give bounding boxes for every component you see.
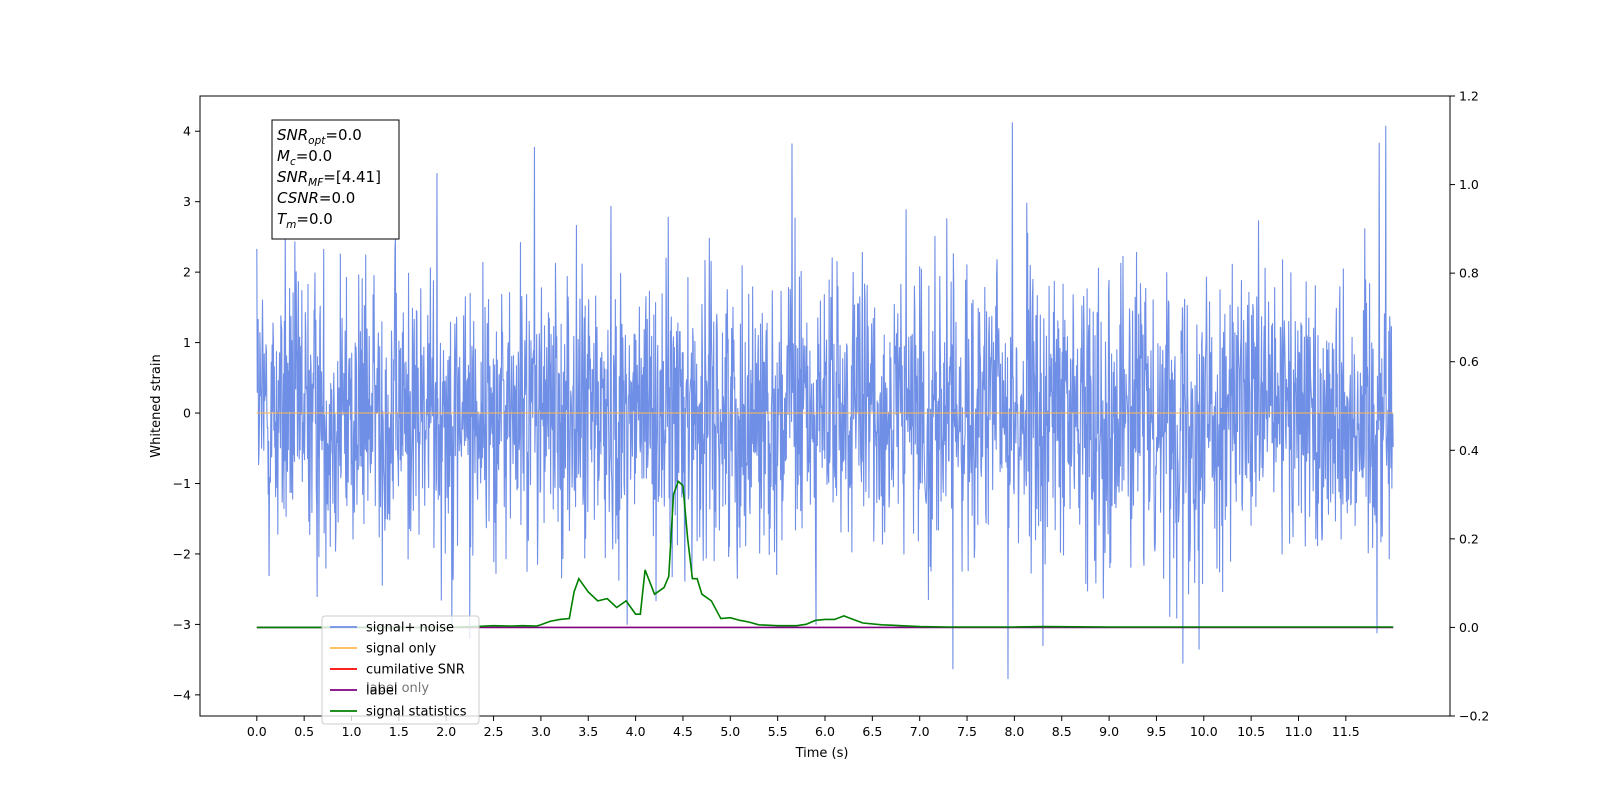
x-tick-label: 11.5 — [1332, 724, 1360, 739]
legend-label: signal+ noise — [366, 621, 454, 636]
x-axis-label: Time (s) — [795, 746, 849, 761]
annotation-symbol: T — [277, 210, 288, 228]
x-tick-label: 1.0 — [342, 724, 362, 739]
annotation-symbol: CSNR — [277, 189, 319, 207]
x-tick-label: 8.0 — [1004, 724, 1024, 739]
y-tick-label: 3 — [183, 194, 191, 209]
y-tick-label: 1 — [183, 335, 191, 350]
x-tick-label: 0.0 — [247, 724, 267, 739]
x-tick-label: 2.5 — [484, 724, 504, 739]
y-axis-right: −0.2 0.0 0.2 0.4 0.6 0.8 1.0 1.2 — [1450, 89, 1489, 724]
annotation-line: Tm=0.0 — [277, 210, 333, 231]
y2-tick-label: 0.0 — [1459, 620, 1479, 635]
x-tick-label: 11.0 — [1285, 724, 1313, 739]
y-tick-label: 2 — [183, 265, 191, 280]
annotation-value: =0.0 — [296, 210, 332, 228]
y2-tick-label: 0.6 — [1459, 354, 1479, 369]
x-tick-label: 2.0 — [436, 724, 456, 739]
x-tick-label: 5.5 — [768, 724, 788, 739]
y-tick-label: −2 — [173, 546, 191, 561]
legend-frame — [321, 615, 480, 725]
legend-label: cumilative SNR — [366, 663, 465, 678]
y2-tick-label: 1.2 — [1459, 89, 1479, 104]
annotation-symbol: M — [277, 147, 290, 165]
x-tick-label: 8.5 — [1052, 724, 1072, 739]
x-tick-label: 5.0 — [720, 724, 740, 739]
annotation-value: =[4.41] — [323, 168, 381, 186]
annotation-subscript: opt — [308, 135, 326, 147]
annotation-subscript: c — [290, 156, 296, 168]
series-signal-statistics-line — [256, 479, 1394, 629]
y2-tick-label: −0.2 — [1459, 709, 1489, 724]
legend-label: label — [366, 684, 397, 699]
legend-obscured-text: label only — [366, 681, 429, 696]
legend: label only signal+ noise signal only cumila… — [321, 615, 480, 725]
x-tick-label: 9.0 — [1099, 724, 1119, 739]
y-tick-label: −3 — [173, 617, 191, 632]
annotation-line: Mc=0.0 — [277, 147, 332, 168]
stats-annotation-box: SNRopt=0.0Mc=0.0SNRMF=[4.41]CSNR=0.0Tm=0… — [271, 119, 400, 240]
y2-tick-label: 0.2 — [1459, 531, 1479, 546]
annotation-line: SNRMF=[4.41] — [277, 168, 381, 189]
x-tick-label: 4.5 — [673, 724, 693, 739]
y-tick-label: −4 — [173, 687, 191, 702]
annotation-line: SNRopt=0.0 — [277, 126, 362, 147]
legend-label: signal only — [366, 642, 436, 657]
x-tick-label: 3.0 — [531, 724, 551, 739]
x-axis: 0.0 0.5 1.0 1.5 2.0 2.5 3.0 3.5 4.0 4.5 5.0 5.5 6.0 6… — [247, 716, 1360, 739]
x-tick-label: 9.5 — [1146, 724, 1166, 739]
annotation-value: =0.0 — [319, 189, 355, 207]
annotation-value: =0.0 — [325, 126, 361, 144]
y2-tick-label: 0.8 — [1459, 266, 1479, 281]
x-tick-label: 10.0 — [1190, 724, 1218, 739]
y2-tick-label: 0.4 — [1459, 443, 1479, 458]
y-tick-label: −1 — [173, 476, 191, 491]
annotation-subscript: m — [286, 219, 296, 231]
x-tick-label: 1.5 — [389, 724, 409, 739]
x-tick-label: 3.5 — [578, 724, 598, 739]
x-tick-label: 4.0 — [626, 724, 646, 739]
y2-tick-label: 1.0 — [1459, 177, 1479, 192]
annotation-frame — [271, 119, 400, 240]
y-tick-label: 0 — [183, 406, 191, 421]
annotation-subscript: MF — [308, 177, 324, 189]
series-signal-noise-line — [256, 122, 1394, 680]
x-tick-label: 10.5 — [1237, 724, 1265, 739]
annotation-symbol: SNR — [277, 126, 308, 144]
annotation-value: =0.0 — [296, 147, 332, 165]
annotation-line: CSNR=0.0 — [277, 189, 355, 207]
y-axis-label: Whitened strain — [149, 354, 164, 457]
y-tick-label: 4 — [183, 124, 191, 139]
x-tick-label: 6.5 — [862, 724, 882, 739]
x-tick-label: 6.0 — [815, 724, 835, 739]
x-tick-label: 7.5 — [957, 724, 977, 739]
x-tick-label: 0.5 — [294, 724, 314, 739]
legend-label: signal statistics — [366, 705, 467, 720]
annotation-symbol: SNR — [277, 168, 308, 186]
x-tick-label: 7.0 — [910, 724, 930, 739]
y-axis-left: −4 −3 −2 −1 0 1 2 3 4 — [173, 124, 200, 702]
